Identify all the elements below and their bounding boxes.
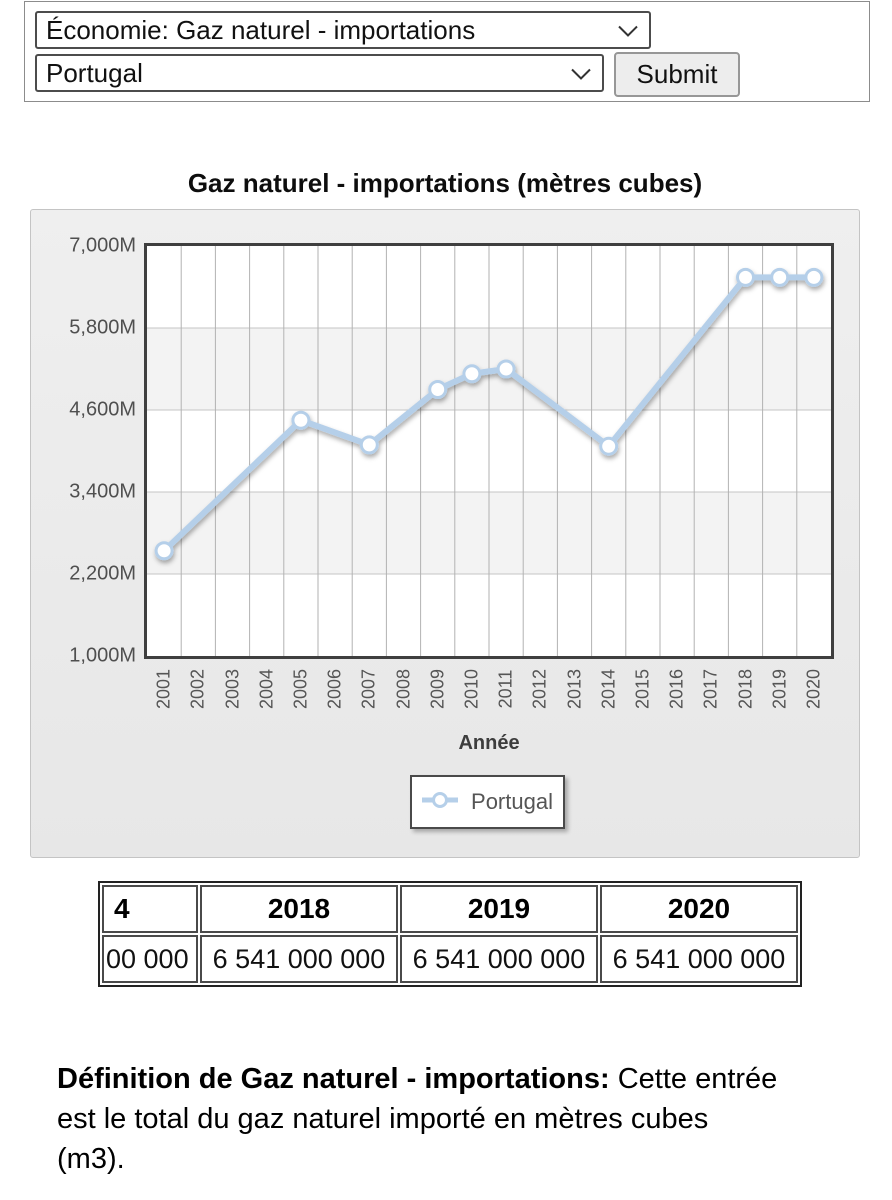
country-select-value: Portugal bbox=[46, 57, 143, 88]
table-value-cell: 00 000 bbox=[102, 935, 198, 983]
table-value-cell: 6 541 000 000 bbox=[200, 935, 398, 983]
definition-label: Définition de Gaz naturel - importations… bbox=[57, 1063, 610, 1095]
definition-paragraph: Définition de Gaz naturel - importations… bbox=[57, 1059, 783, 1179]
x-axis-tick-label: 2018 bbox=[735, 668, 755, 710]
year-value-table: 4 2018 2019 2020 00 000 6 541 000 000 6 541 0… bbox=[98, 881, 802, 987]
x-axis-tick-label: 2005 bbox=[290, 668, 311, 710]
y-axis-tick-label: 2,200M bbox=[69, 562, 136, 585]
legend-label: Portugal bbox=[471, 789, 553, 814]
x-axis-tick-label: 2013 bbox=[564, 668, 584, 710]
x-axis-tick-label: 2004 bbox=[256, 668, 277, 710]
x-axis-tick-label: 2009 bbox=[427, 668, 448, 710]
x-axis-tick-label: 2014 bbox=[598, 668, 619, 710]
table-value-cell: 6 541 000 000 bbox=[600, 935, 798, 983]
table-year-header: 2019 bbox=[400, 885, 598, 933]
x-axis-tick-label: 2019 bbox=[769, 668, 790, 710]
x-axis-tick-label: 2015 bbox=[632, 668, 653, 710]
y-axis-tick-label: 1,000M bbox=[69, 644, 136, 667]
table-year-header: 4 bbox=[102, 885, 198, 933]
chart-title: Gaz naturel - importations (mètres cubes… bbox=[187, 168, 703, 198]
y-axis-tick-label: 7,000M bbox=[69, 234, 136, 257]
x-axis-tick-label: 2017 bbox=[700, 668, 721, 710]
table-header-row: 4 2018 2019 2020 bbox=[102, 885, 798, 933]
line-chart-plot[interactable] bbox=[147, 246, 831, 656]
x-axis-tick-label: 2020 bbox=[803, 668, 824, 710]
legend-box[interactable]: Portugal bbox=[410, 775, 565, 829]
table-year-header: 2018 bbox=[200, 885, 398, 933]
definition-text: Cette entrée est le total du gaz naturel… bbox=[57, 1063, 778, 1175]
x-axis-tick-label: 2011 bbox=[495, 669, 516, 709]
y-axis-tick-label: 5,800M bbox=[69, 316, 136, 339]
chevron-down-icon bbox=[570, 58, 592, 89]
x-axis-tick-label: 2002 bbox=[187, 668, 208, 710]
x-axis-tick-label: 2012 bbox=[529, 668, 550, 710]
country-select[interactable]: Portugal bbox=[35, 54, 604, 92]
table-value-row: 00 000 6 541 000 000 6 541 000 000 6 541 00… bbox=[102, 935, 798, 983]
x-axis-tick-label: 2001 bbox=[153, 668, 174, 710]
x-axis-title: Année bbox=[458, 732, 520, 754]
economy-select-value: Économie: Gaz naturel - importations bbox=[46, 14, 476, 45]
table-year-header: 2020 bbox=[600, 885, 798, 933]
submit-button[interactable]: Submit bbox=[614, 52, 740, 97]
y-axis-tick-label: 4,600M bbox=[69, 398, 136, 421]
chevron-down-icon bbox=[617, 15, 639, 46]
x-axis-tick-label: 2008 bbox=[393, 668, 413, 710]
x-axis-tick-label: 2010 bbox=[461, 668, 482, 710]
x-axis-tick-label: 2007 bbox=[358, 668, 379, 710]
economy-select[interactable]: Économie: Gaz naturel - importations bbox=[35, 11, 651, 49]
y-axis-tick-label: 3,400M bbox=[69, 480, 136, 503]
x-axis-tick-label: 2006 bbox=[324, 668, 345, 710]
x-axis-tick-label: 2016 bbox=[666, 668, 687, 710]
plot-area[interactable] bbox=[144, 243, 834, 659]
table-value-cell: 6 541 000 000 bbox=[400, 935, 598, 983]
legend-line-marker-icon bbox=[422, 790, 459, 815]
query-form: Économie: Gaz naturel - importations Por… bbox=[24, 1, 870, 102]
x-axis-tick-label: 2003 bbox=[222, 668, 242, 710]
